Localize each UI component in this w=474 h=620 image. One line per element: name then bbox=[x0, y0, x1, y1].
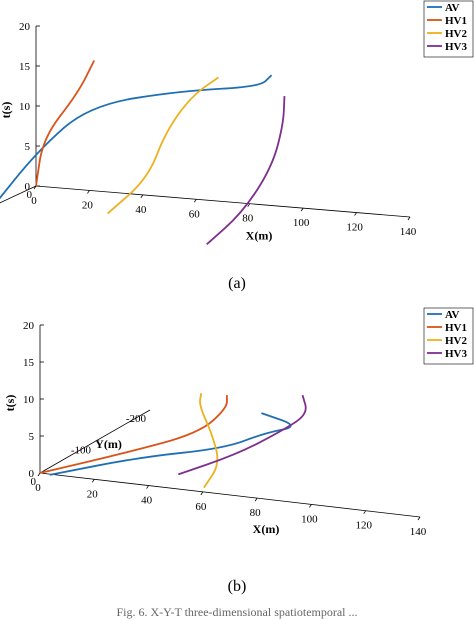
legend-label-av: AV bbox=[445, 2, 460, 14]
x-tick bbox=[33, 185, 37, 190]
legend-box bbox=[423, 0, 474, 58]
legend-box bbox=[423, 307, 474, 365]
x-tick-label: 120 bbox=[346, 222, 363, 234]
legend-label-av: AV bbox=[445, 309, 460, 321]
t-tick-label: 0 bbox=[29, 468, 35, 480]
series-line-hv2 bbox=[199, 392, 219, 489]
x-tick-label: 120 bbox=[355, 520, 372, 532]
x-tick-label: 20 bbox=[82, 199, 94, 211]
y-tick-label: 0 bbox=[27, 189, 33, 201]
x-tick-label: 0 bbox=[35, 482, 41, 494]
panel-b-label: (b) bbox=[228, 578, 247, 595]
y-axis-label: Y(m) bbox=[95, 437, 122, 451]
x-tick bbox=[363, 510, 367, 514]
x-tick-label: 20 bbox=[87, 488, 99, 500]
x-tick bbox=[87, 190, 90, 194]
t-tick-label: 15 bbox=[19, 61, 31, 73]
legend-label-hv3: HV3 bbox=[445, 41, 468, 53]
t-tick-label: 10 bbox=[19, 101, 31, 113]
x-tick-label: 140 bbox=[410, 526, 427, 538]
panel-a-label: (a) bbox=[228, 275, 246, 292]
y-axis-line bbox=[39, 409, 151, 474]
x-tick bbox=[354, 212, 357, 216]
x-tick bbox=[309, 504, 312, 508]
x-tick bbox=[140, 194, 144, 199]
x-tick bbox=[407, 216, 411, 221]
x-tick-label: 0 bbox=[31, 195, 37, 207]
series-line-hv3 bbox=[206, 96, 286, 246]
x-tick bbox=[193, 199, 197, 203]
series-line-hv1 bbox=[35, 60, 96, 187]
legend-label-hv3: HV3 bbox=[445, 348, 468, 360]
t-tick-label: 15 bbox=[23, 357, 35, 369]
legend-label-hv1: HV1 bbox=[445, 15, 467, 27]
x-tick-label: 80 bbox=[250, 507, 262, 519]
t-tick-label: 20 bbox=[23, 320, 35, 332]
t-tick-label: 5 bbox=[25, 141, 31, 153]
x-tick bbox=[200, 491, 204, 496]
x-tick bbox=[254, 497, 258, 502]
x-tick-label: 60 bbox=[195, 501, 207, 513]
x-tick bbox=[300, 207, 304, 212]
x-tick-label: 80 bbox=[242, 213, 254, 225]
t-tick-label: 10 bbox=[23, 394, 35, 406]
chart-panel-b: 0 20 40 60 80 100 120 140 0 -100 -200 0 5 10 15 20 X(m) Y… bbox=[3, 307, 474, 538]
x-tick-label: 100 bbox=[293, 217, 310, 229]
x-tick-label: 40 bbox=[135, 204, 147, 216]
x-tick-label: 40 bbox=[141, 495, 153, 507]
y-tick-label: -100 bbox=[71, 445, 92, 457]
legend-label-hv1: HV1 bbox=[445, 322, 467, 334]
t-tick-label: 0 bbox=[25, 181, 31, 193]
y-tick-label: -200 bbox=[126, 413, 147, 425]
series-line-hv3 bbox=[177, 394, 307, 476]
t-axis-label: t(s) bbox=[0, 102, 13, 119]
chart-panel-a: 0204060801001201400-100-20005101520X(m)Y… bbox=[0, 0, 474, 246]
series-line-hv1 bbox=[39, 395, 228, 474]
series-line-hv2 bbox=[106, 76, 219, 215]
t-tick-label: 5 bbox=[29, 431, 35, 443]
x-tick-label: 100 bbox=[301, 513, 318, 525]
x-axis-label: X(m) bbox=[246, 229, 273, 243]
x-axis-label: X(m) bbox=[253, 522, 280, 536]
x-tick-label: 60 bbox=[189, 208, 201, 220]
y-axis-line bbox=[0, 185, 37, 204]
x-tick-label: 140 bbox=[400, 226, 417, 238]
x-tick bbox=[146, 485, 149, 489]
x-tick bbox=[247, 203, 251, 207]
figure-caption: Fig. 6. X-Y-T three-dimensional spatiote… bbox=[116, 605, 357, 619]
t-axis-label: t(s) bbox=[3, 395, 17, 412]
y-tick-label: 0 bbox=[31, 476, 37, 488]
x-tick bbox=[37, 472, 41, 477]
t-tick-label: 20 bbox=[19, 21, 31, 33]
x-axis-line bbox=[35, 185, 411, 218]
x-tick bbox=[91, 479, 95, 483]
x-tick bbox=[417, 516, 421, 521]
legend-label-hv2: HV2 bbox=[445, 335, 468, 347]
series-line-av bbox=[0, 74, 273, 200]
x-axis-line bbox=[39, 472, 421, 518]
legend-label-hv2: HV2 bbox=[445, 28, 468, 40]
